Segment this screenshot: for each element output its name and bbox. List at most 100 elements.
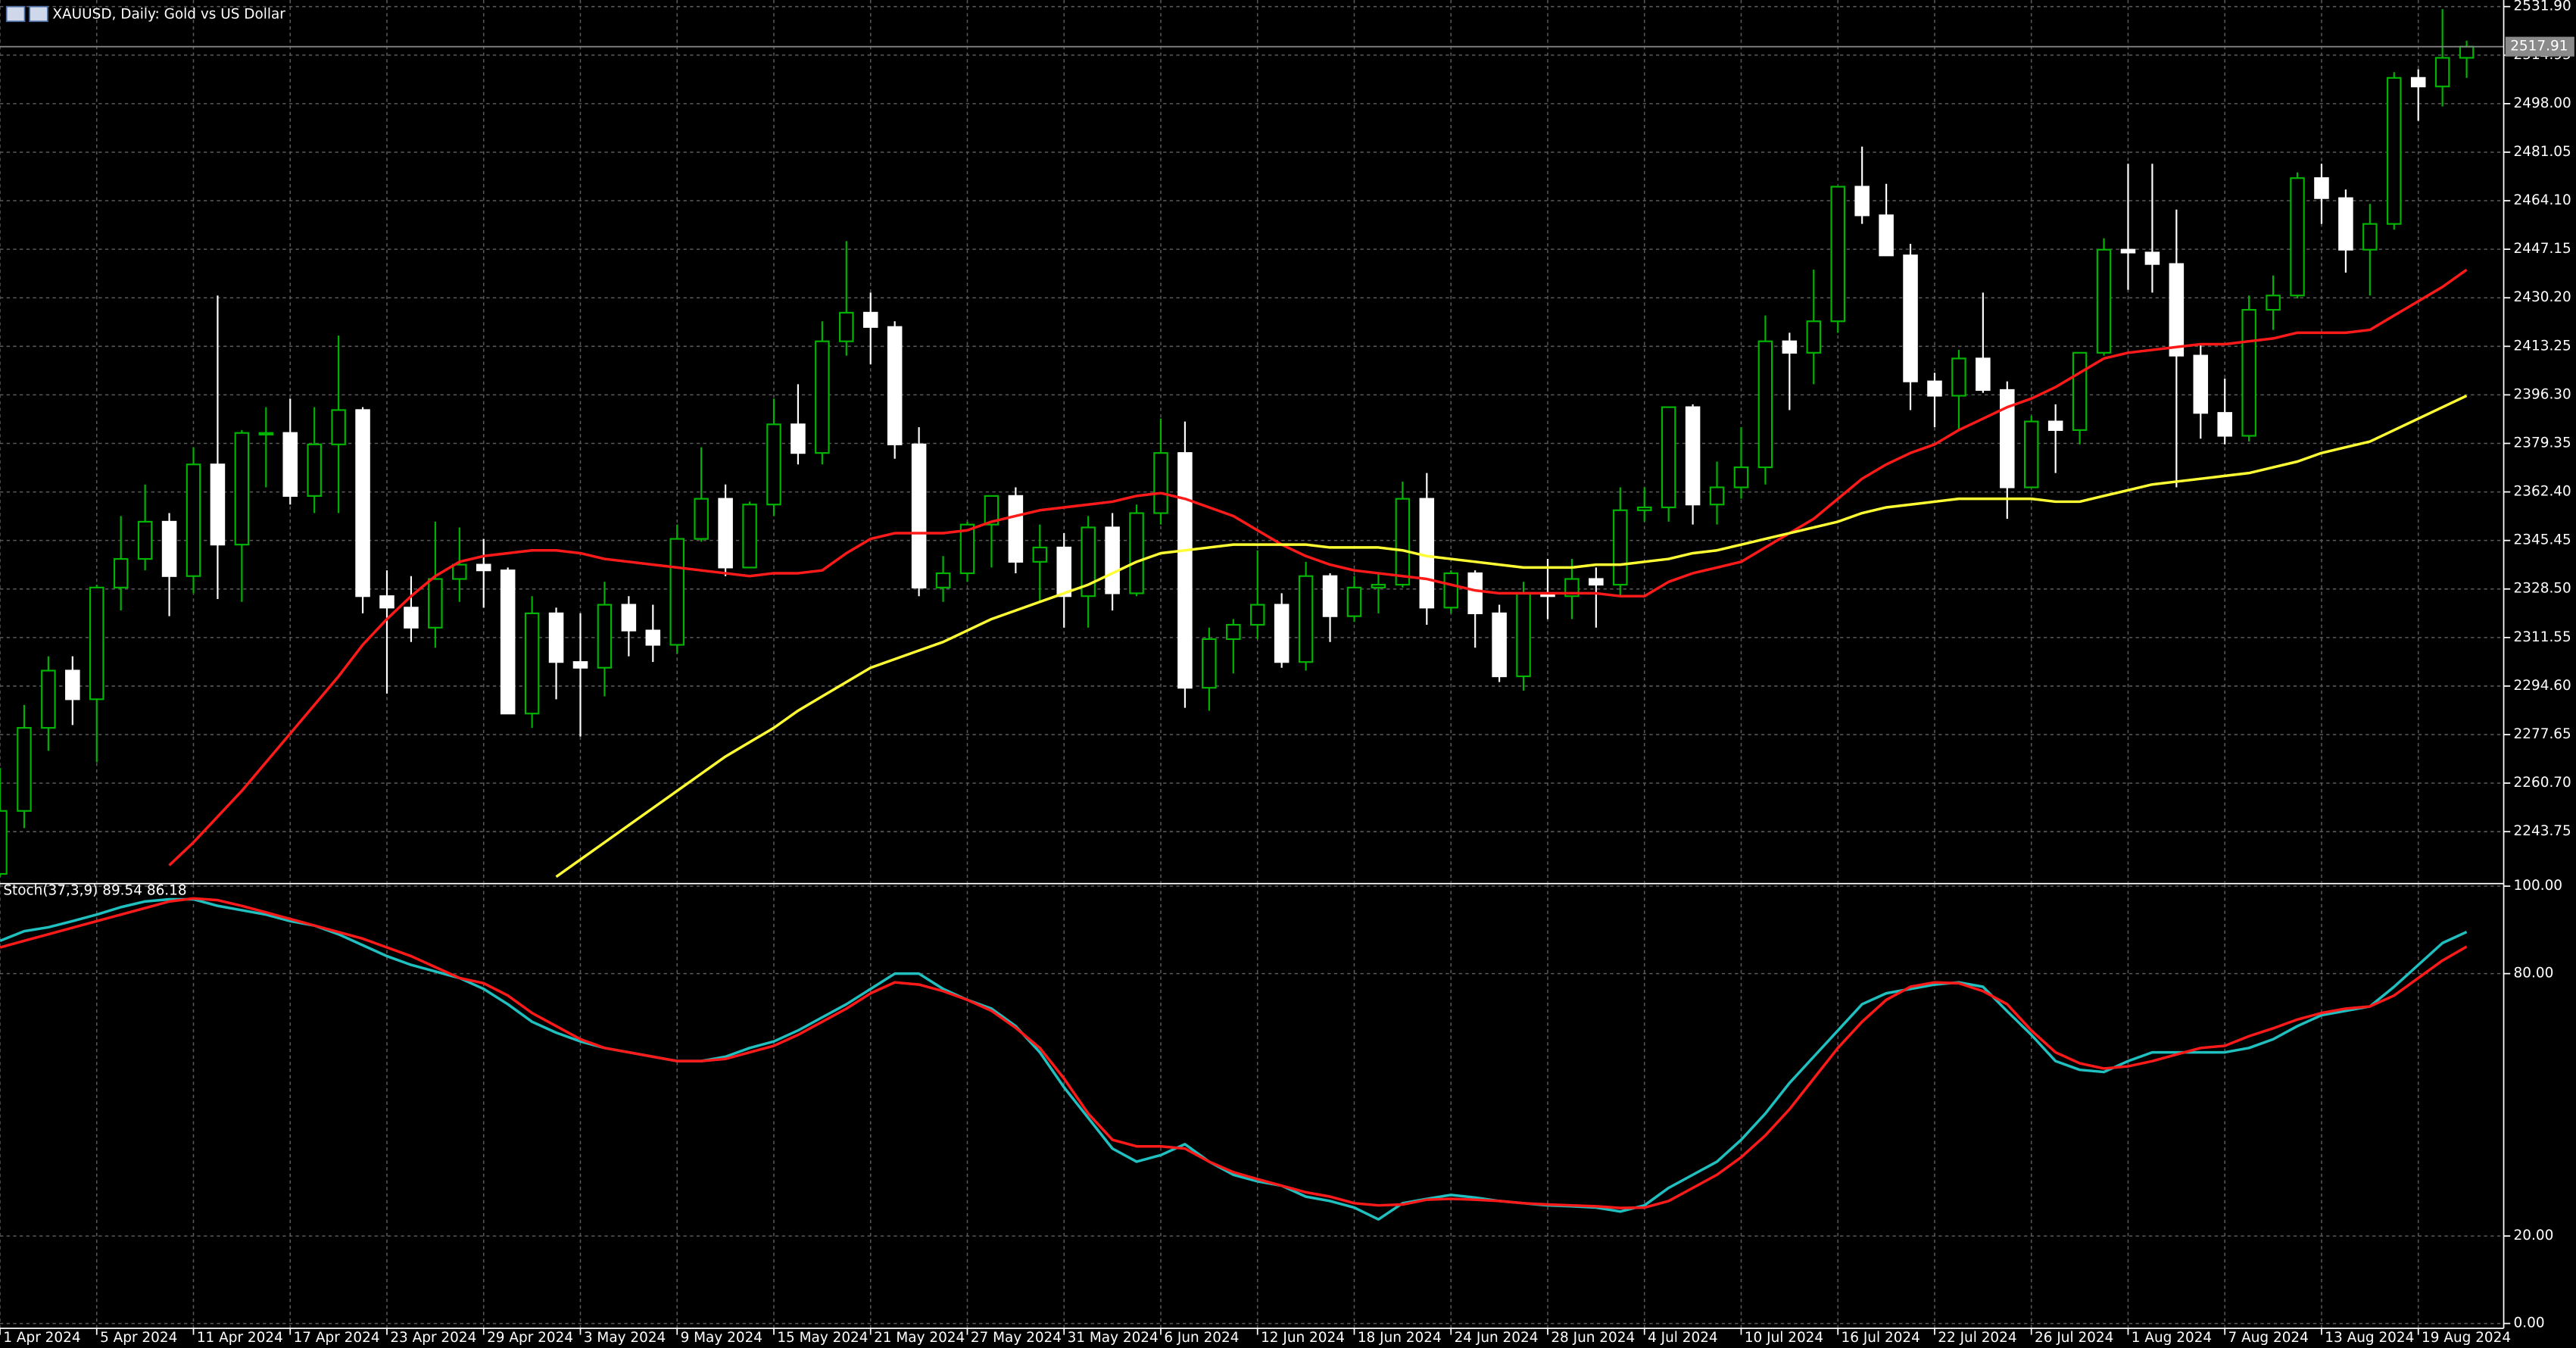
grid-layer	[0, 0, 2504, 1328]
candle-body	[1419, 498, 1435, 609]
x-tick-label: 24 Jun 2024	[1455, 1330, 1539, 1346]
candle-body	[1105, 526, 1120, 594]
y-tick-label: 20.00	[2514, 1228, 2554, 1243]
x-tick-label: 9 May 2024	[681, 1330, 763, 1346]
x-tick-label: 7 Aug 2024	[2228, 1330, 2309, 1346]
last-price-label: 2517.91	[2510, 39, 2568, 55]
x-tick-label: 18 Jun 2024	[1358, 1330, 1442, 1346]
candle-body	[2096, 248, 2112, 354]
y-tick-label: 2345.45	[2514, 532, 2571, 548]
candle-body	[1806, 320, 1822, 354]
indicator-line	[0, 897, 2468, 1209]
candle-body	[1081, 526, 1096, 598]
candle-body	[186, 463, 201, 577]
y-tick-label: 2396.30	[2514, 386, 2571, 402]
candle-body	[1008, 495, 1024, 563]
candle-body	[1782, 340, 1798, 354]
x-tick-label: 4 Jul 2024	[1648, 1330, 1718, 1346]
candle-body	[2290, 177, 2305, 297]
candle-body	[1032, 546, 1048, 563]
y-tick-label: 2498.00	[2514, 95, 2571, 111]
candle-body	[2338, 197, 2353, 251]
candle-body	[1202, 638, 1217, 689]
candle-body	[984, 495, 1000, 526]
candle-body	[1976, 357, 1991, 392]
candle-body	[1661, 406, 1676, 509]
candle-body	[1516, 592, 1531, 678]
candle-body	[2434, 57, 2450, 88]
y-tick-label: 80.00	[2514, 966, 2554, 981]
candle-body	[1249, 604, 1265, 626]
candle-body	[2266, 295, 2281, 311]
candle-body	[2144, 251, 2160, 265]
x-tick-label: 11 Apr 2024	[197, 1330, 283, 1346]
y-tick-label: 2328.50	[2514, 581, 2571, 597]
chart-title: XAUUSD, Daily: Gold vs US Dollar	[52, 7, 285, 23]
window-icon	[5, 5, 26, 23]
candle-body	[2047, 420, 2063, 431]
candle-body	[2362, 223, 2378, 251]
candle-body	[2023, 420, 2039, 488]
candle-body	[379, 595, 395, 609]
symbol-icon	[29, 5, 48, 23]
x-tick-label: 23 Apr 2024	[390, 1330, 476, 1346]
candle-body	[210, 463, 226, 546]
candle-body	[17, 727, 32, 812]
y-tick-label: 2243.75	[2514, 823, 2571, 839]
price-pane	[0, 9, 2504, 878]
y-tick-label: 2294.60	[2514, 678, 2571, 694]
candle-body	[2000, 388, 2015, 488]
candle-body	[1927, 380, 1942, 397]
indicator-title: Stoch(37,3,9) 89.54 86.18	[3, 883, 186, 899]
y-tick-label: 2430.20	[2514, 289, 2571, 305]
candle-body	[500, 569, 516, 715]
x-tick-label: 3 May 2024	[584, 1330, 666, 1346]
candle-body	[1056, 546, 1071, 598]
candle-body	[307, 443, 322, 497]
candle-body	[476, 563, 491, 572]
x-tick-label: 13 Aug 2024	[2325, 1330, 2414, 1346]
candle-body	[137, 520, 153, 560]
candle-body	[1757, 340, 1773, 469]
indicator-line	[168, 268, 2468, 866]
candle-body	[0, 810, 8, 875]
y-tick-label: 100.00	[2514, 878, 2562, 894]
candle-body	[404, 607, 419, 629]
candle-body	[2241, 309, 2256, 437]
candle-body	[2120, 248, 2136, 254]
x-tick-label: 17 Apr 2024	[294, 1330, 380, 1346]
y-tick-label: 2311.55	[2514, 629, 2571, 645]
candle-body	[331, 409, 346, 445]
y-tick-label: 2260.70	[2514, 775, 2571, 791]
candle-body	[161, 520, 177, 577]
candle-body	[742, 504, 757, 569]
candle-body	[1709, 486, 1725, 506]
candle-body	[258, 432, 274, 435]
x-tick-label: 12 Jun 2024	[1261, 1330, 1345, 1346]
x-tick-label: 27 May 2024	[971, 1330, 1062, 1346]
x-tick-label: 16 Jul 2024	[1842, 1330, 1920, 1346]
y-tick-label: 0.00	[2514, 1315, 2545, 1331]
candle-body	[862, 311, 878, 328]
x-tick-label: 29 Apr 2024	[487, 1330, 573, 1346]
candle-body	[1395, 498, 1411, 586]
candle-body	[1346, 586, 1362, 617]
candle-body	[1564, 578, 1580, 598]
candle-body	[1733, 466, 1749, 488]
candle-body	[524, 612, 540, 715]
candle-body	[1636, 506, 1652, 511]
last-price-box	[2505, 36, 2574, 57]
y-tick-label: 2447.15	[2514, 241, 2571, 257]
y-tick-label: 2464.10	[2514, 192, 2571, 208]
x-tick-label: 31 May 2024	[1068, 1330, 1159, 1346]
candle-body	[669, 538, 685, 646]
y-tick-label: 2531.90	[2514, 0, 2571, 14]
candle-body	[694, 498, 709, 540]
y-tick-label: 2379.35	[2514, 435, 2571, 451]
candle-body	[428, 578, 443, 629]
candle-body	[645, 629, 661, 646]
candle-body	[113, 557, 129, 588]
